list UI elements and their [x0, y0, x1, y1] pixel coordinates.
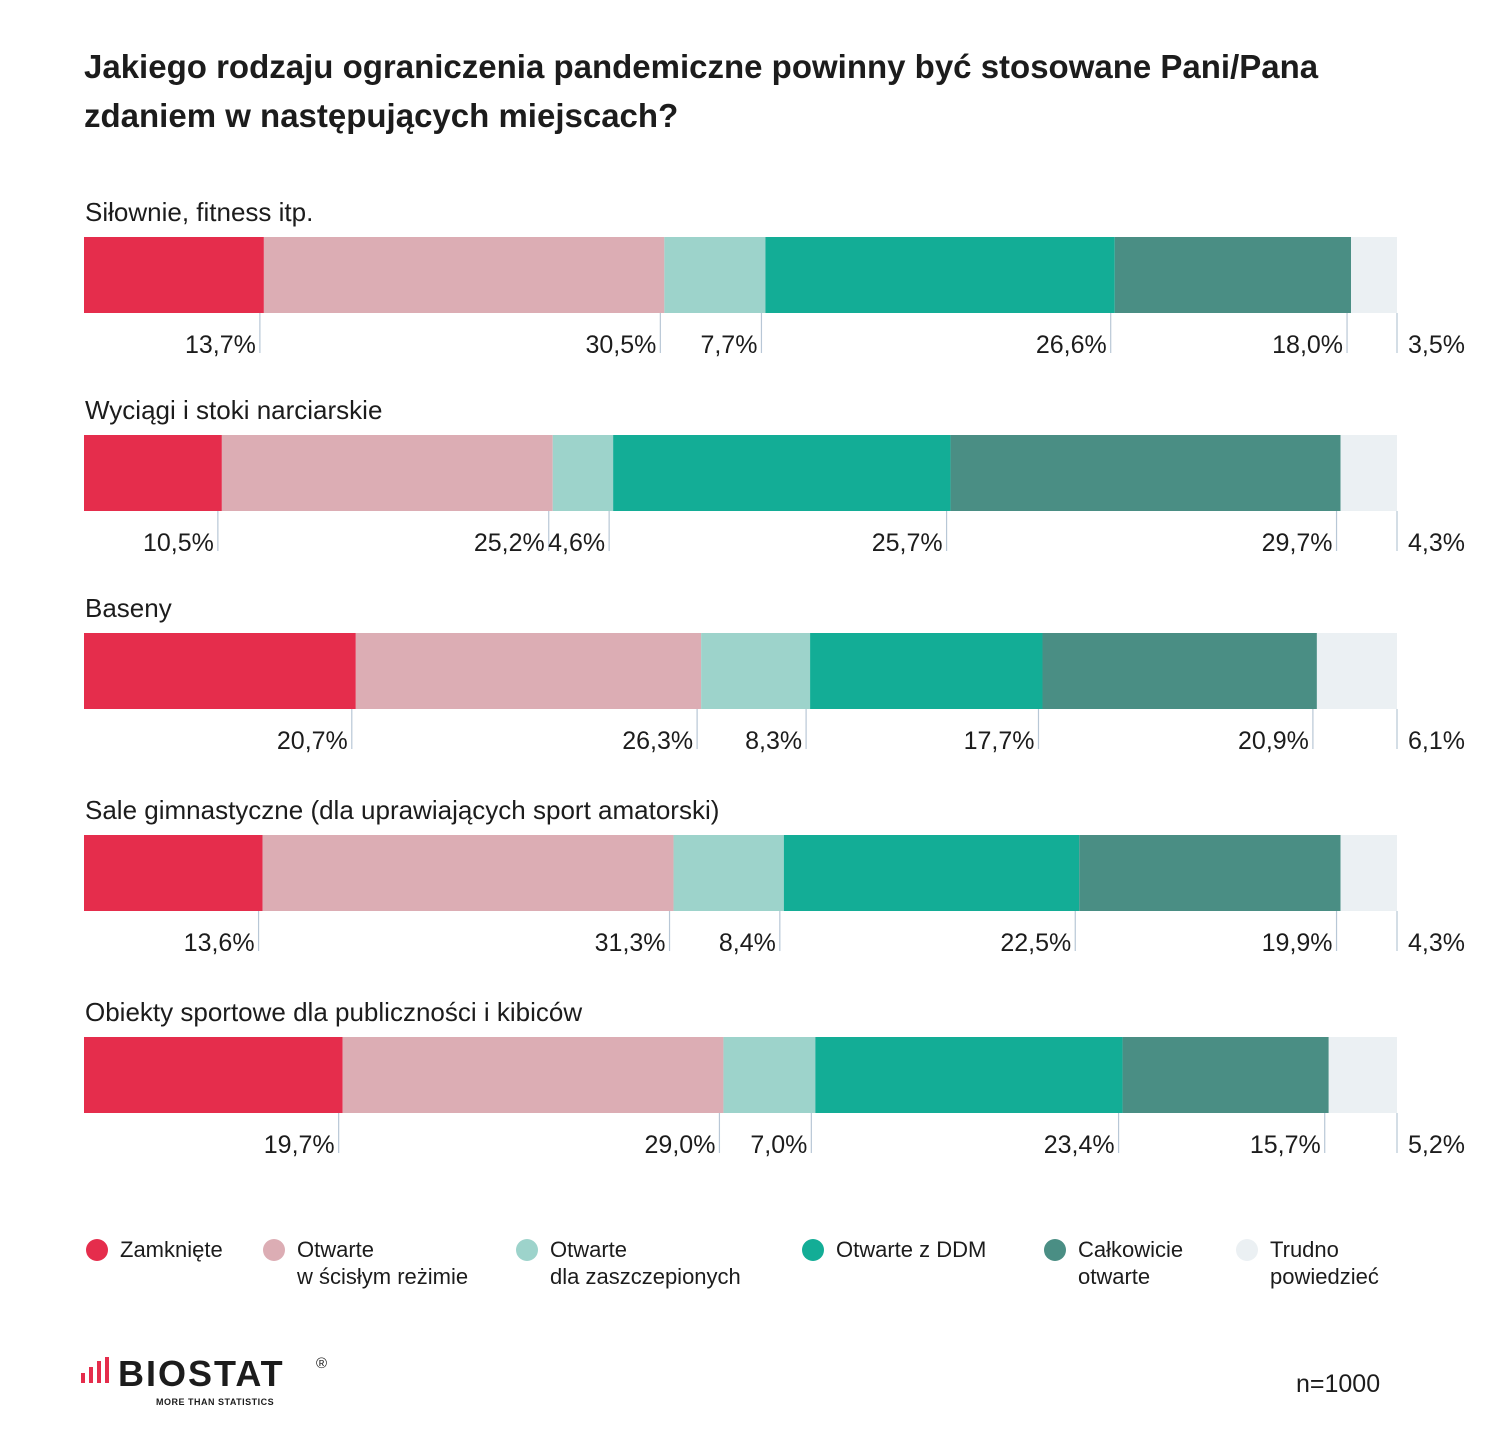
category-label-baseny: Baseny: [85, 593, 172, 623]
legend-item-calkowicie: Całkowicie otwarte: [1044, 1236, 1183, 1290]
bar-segment-otwarte-z-ddm: [815, 1037, 1123, 1113]
legend-swatch: [1044, 1239, 1066, 1261]
bar-segment-zamkniete: [84, 435, 222, 511]
stacked-bar-chart: Siłownie, fitness itp. 13,7% 30,5% 7,7% 26,6…: [84, 197, 1465, 1159]
legend-item-trudno: Trudno powiedzieć: [1236, 1236, 1379, 1290]
bar-segment-calkowicie-otwarte: [1079, 835, 1341, 911]
legend: Zamknięte Otwarte w ścisłym reżimie Otwa…: [0, 1236, 1487, 1306]
legend-item-zamkniete: Zamknięte: [86, 1236, 223, 1263]
bar-segment-zamkniete: [84, 835, 263, 911]
legend-swatch: [802, 1239, 824, 1261]
bar-segment-otwarte-w-scislym-rezimie: [263, 237, 665, 313]
bar-segment-zamkniete: [84, 237, 264, 313]
bar-segment-otwarte-dla-zaszczepionych: [673, 835, 784, 911]
bar-segment-trudno-powiedziec: [1340, 435, 1397, 511]
bar-segment-otwarte-dla-zaszczepionych: [664, 237, 766, 313]
legend-label: Otwarte w ścisłym reżimie: [297, 1237, 469, 1289]
bar-segment-otwarte-w-scislym-rezimie: [355, 633, 702, 709]
bar-segment-zamkniete: [84, 633, 356, 709]
value-label-trudno-powiedziec: 5,2%: [1408, 1131, 1465, 1159]
category-label-wyciagi-i-stoki-narciarskie: Wyciągi i stoki narciarskie: [85, 395, 382, 425]
legend-label: Otwarte dla zaszczepionych: [550, 1237, 741, 1289]
value-label-trudno-powiedziec: 3,5%: [1408, 331, 1465, 359]
biostat-logo: BIOSTAT ® MORE THAN STATISTICS: [80, 1353, 350, 1410]
bar-segment-calkowicie-otwarte: [1042, 633, 1317, 709]
category-label-sale-gimnastyczne-dla-uprawiajacych-sport-amatorski: Sale gimnastyczne (dla uprawiających spo…: [85, 795, 719, 825]
category-label-silownie-fitness-itp: Siłownie, fitness itp.: [85, 197, 313, 227]
value-label-otwarte-w-scislym-rezimie: 26,3%: [622, 727, 693, 755]
value-label-otwarte-z-ddm: 22,5%: [1000, 929, 1071, 957]
bar-segment-trudno-powiedziec: [1340, 835, 1397, 911]
bar-segment-otwarte-w-scislym-rezimie: [262, 835, 674, 911]
legend-item-zaszczepieni: Otwarte dla zaszczepionych: [516, 1236, 741, 1290]
bar-segment-otwarte-z-ddm: [783, 835, 1080, 911]
value-label-otwarte-dla-zaszczepionych: 8,3%: [745, 727, 802, 755]
logo-wordmark: BIOSTAT: [118, 1353, 285, 1394]
bar-segment-calkowicie-otwarte: [1122, 1037, 1329, 1113]
value-label-trudno-powiedziec: 6,1%: [1408, 727, 1465, 755]
value-label-zamkniete: 13,6%: [184, 929, 255, 957]
value-label-calkowicie-otwarte: 18,0%: [1272, 331, 1343, 359]
chart-title: Jakiego rodzaju ograniczenia pandemiczne…: [84, 48, 1319, 134]
bar-segment-otwarte-dla-zaszczepionych: [701, 633, 811, 709]
value-label-otwarte-dla-zaszczepionych: 8,4%: [719, 929, 776, 957]
value-label-otwarte-z-ddm: 17,7%: [964, 727, 1035, 755]
category-label-obiekty-sportowe-dla-publicznosci-i-kibicow: Obiekty sportowe dla publiczności i kibi…: [85, 997, 582, 1027]
value-label-otwarte-z-ddm: 23,4%: [1044, 1131, 1115, 1159]
bar-segment-trudno-powiedziec: [1316, 633, 1397, 709]
registered-mark: ®: [316, 1355, 328, 1372]
logo-tagline: MORE THAN STATISTICS: [156, 1397, 275, 1407]
bar-chart-icon: [81, 1357, 109, 1383]
bar-segment-calkowicie-otwarte: [950, 435, 1341, 511]
bar-segment-calkowicie-otwarte: [1114, 237, 1352, 313]
bar-segment-otwarte-z-ddm: [810, 633, 1043, 709]
bar-segment-zamkniete: [84, 1037, 343, 1113]
legend-label: Otwarte z DDM: [836, 1237, 987, 1262]
legend-item-ddm: Otwarte z DDM: [802, 1236, 986, 1263]
value-label-zamkniete: 19,7%: [264, 1131, 335, 1159]
value-label-calkowicie-otwarte: 29,7%: [1262, 529, 1333, 557]
value-label-calkowicie-otwarte: 19,9%: [1262, 929, 1333, 957]
bar-segment-trudno-powiedziec: [1328, 1037, 1397, 1113]
sample-size: n=1000: [1296, 1370, 1381, 1398]
value-label-zamkniete: 13,7%: [185, 331, 256, 359]
bar-segment-otwarte-z-ddm: [765, 237, 1115, 313]
value-label-otwarte-z-ddm: 26,6%: [1036, 331, 1107, 359]
value-label-otwarte-z-ddm: 25,7%: [872, 529, 943, 557]
legend-swatch: [516, 1239, 538, 1261]
value-label-zamkniete: 20,7%: [277, 727, 348, 755]
value-label-otwarte-w-scislym-rezimie: 29,0%: [645, 1131, 716, 1159]
legend-swatch: [263, 1239, 285, 1261]
value-label-otwarte-w-scislym-rezimie: 25,2%: [474, 529, 545, 557]
legend-label: Zamknięte: [120, 1237, 223, 1262]
bar-segment-otwarte-dla-zaszczepionych: [552, 435, 614, 511]
value-label-zamkniete: 10,5%: [143, 529, 214, 557]
bar-segment-otwarte-dla-zaszczepionych: [723, 1037, 816, 1113]
value-label-otwarte-w-scislym-rezimie: 30,5%: [585, 331, 656, 359]
legend-swatch: [86, 1239, 108, 1261]
bar-segment-trudno-powiedziec: [1351, 237, 1397, 313]
bar-segment-otwarte-z-ddm: [613, 435, 951, 511]
value-label-otwarte-dla-zaszczepionych: 7,0%: [750, 1131, 807, 1159]
legend-swatch: [1236, 1239, 1258, 1261]
legend-item-scisly: Otwarte w ścisłym reżimie: [263, 1236, 468, 1290]
value-label-trudno-powiedziec: 4,3%: [1408, 529, 1465, 557]
value-label-calkowicie-otwarte: 20,9%: [1238, 727, 1309, 755]
legend-label: Całkowicie otwarte: [1078, 1237, 1184, 1289]
value-label-otwarte-dla-zaszczepionych: 7,7%: [700, 331, 757, 359]
value-label-otwarte-dla-zaszczepionych: 4,6%: [548, 529, 605, 557]
value-label-otwarte-w-scislym-rezimie: 31,3%: [595, 929, 666, 957]
bar-segment-otwarte-w-scislym-rezimie: [342, 1037, 724, 1113]
legend-label: Trudno powiedzieć: [1270, 1237, 1379, 1289]
value-label-trudno-powiedziec: 4,3%: [1408, 929, 1465, 957]
value-label-calkowicie-otwarte: 15,7%: [1250, 1131, 1321, 1159]
bar-segment-otwarte-w-scislym-rezimie: [221, 435, 553, 511]
